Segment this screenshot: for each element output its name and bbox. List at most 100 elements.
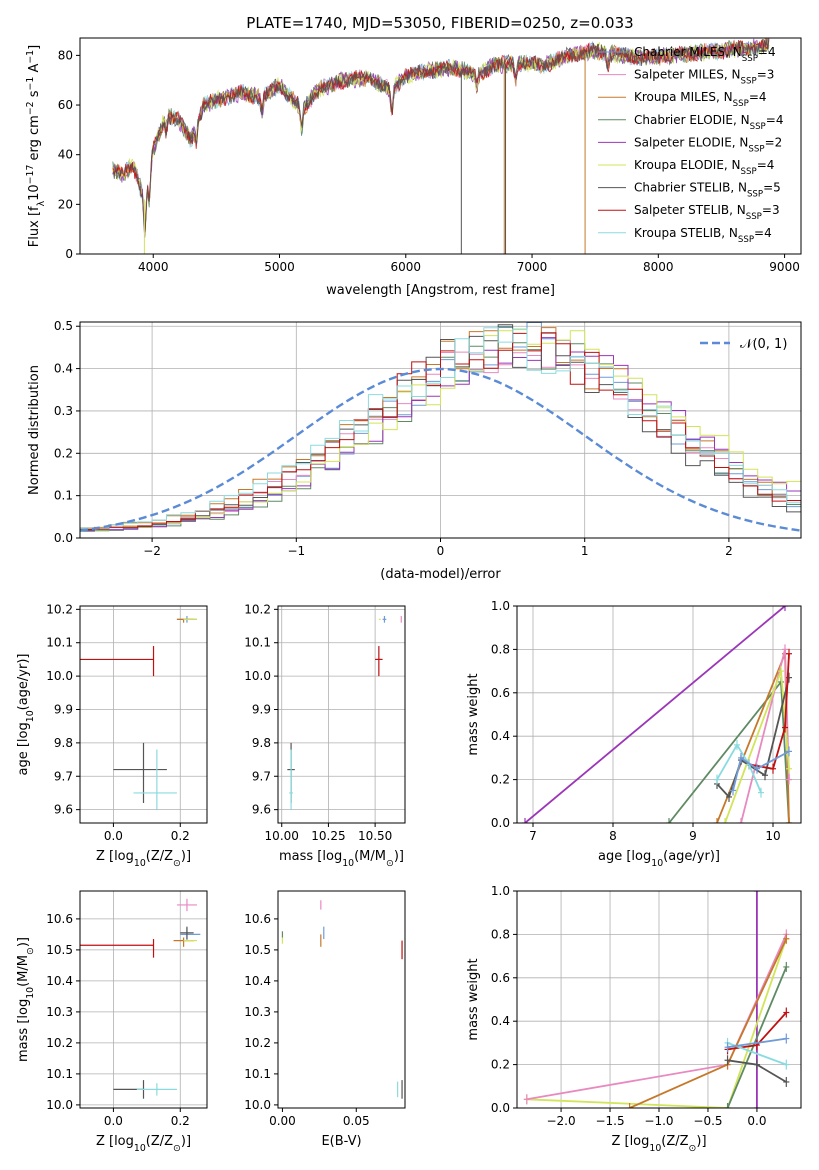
y-tick-label: 0.2 (54, 446, 73, 460)
x-tick-label: 0.0 (104, 829, 123, 843)
legend-entry: Kroupa MILES, NSSP=4 (634, 90, 767, 109)
axes-frame (79, 321, 802, 539)
legend-entry: Salpeter MILES, NSSP=3 (634, 68, 774, 87)
residuals-axes: −2 −1 0 1 2 0.0 0.1 0.2 0.3 0.4 0.5 𝒩(0, 1) (data-mo… (27, 319, 802, 582)
y-tick-label: 9.9 (54, 702, 73, 716)
y-tick-label: 60 (58, 98, 73, 112)
x-tick-label: 0 (437, 544, 445, 558)
y-tick-label: 0.0 (54, 531, 73, 545)
x-axis-label: wavelength [Angstrom, rest frame] (326, 283, 555, 298)
y-axis-label: mass [log10(M/M⊙)] (16, 937, 36, 1062)
x-tick-label: 1 (581, 544, 589, 558)
mass-vs-Z-plot-area (80, 898, 201, 1099)
x-tick-label: −2.0 (546, 1114, 575, 1128)
y-tick-label: 0.4 (54, 362, 73, 376)
y-axis-label: Normed distribution (27, 365, 42, 495)
x-tick-label: 7000 (517, 260, 548, 274)
y-tick-label: 10.6 (244, 912, 271, 926)
y-tick-label: 9.9 (252, 702, 271, 716)
axes-frame (79, 37, 802, 255)
age-vs-Z-axes: 0.0 0.2 9.6 9.7 9.8 9.9 10.0 10.1 10.2 Z [log10(Z… (16, 602, 208, 869)
x-tick-label: 5000 (264, 260, 295, 274)
y-tick-label: 10.6 (46, 912, 73, 926)
axes-frame (277, 890, 406, 1109)
y-tick-label: 0.8 (491, 927, 510, 941)
y-tick-label: 40 (58, 148, 73, 162)
y-tick-label: 10.2 (244, 602, 271, 616)
y-tick-label: 10.2 (46, 602, 73, 616)
legend-entry: Kroupa ELODIE, NSSP=4 (634, 158, 774, 177)
legend-entry: Kroupa STELIB, NSSP=4 (634, 226, 772, 245)
axes-frame (277, 605, 406, 824)
y-tick-label: 10.1 (46, 1067, 73, 1081)
y-tick-label: 10.1 (244, 1067, 271, 1081)
x-tick-label: 10 (765, 829, 780, 843)
y-tick-label: 0.8 (491, 642, 510, 656)
y-tick-label: 10.2 (46, 1036, 73, 1050)
x-tick-label: 2 (725, 544, 733, 558)
y-tick-label: 10.4 (244, 974, 271, 988)
x-tick-label: 0.05 (343, 1114, 370, 1128)
weight-vs-Z-axes: −2.0 −1.5 −1.0 −0.5 0.0 0.0 0.2 0.4 0.6 0.8 1.0 Z [… (466, 884, 802, 1154)
y-tick-label: 80 (58, 48, 73, 62)
y-tick-label: 0.0 (491, 816, 510, 830)
x-tick-label: 4000 (138, 260, 169, 274)
spectrum-plot-area (112, 38, 770, 254)
x-tick-label: 7 (529, 829, 537, 843)
y-tick-label: 10.5 (244, 943, 271, 957)
mass-vs-ebv-axes: 0.00 0.05 10.0 10.1 10.2 10.3 10.4 10.5 10.6 E(B-… (244, 890, 406, 1149)
figure-title: PLATE=1740, MJD=53050, FIBERID=0250, z=0… (246, 14, 633, 32)
legend-entry: 𝒩(0, 1) (740, 337, 787, 352)
age-vs-Z-plot-area (80, 616, 197, 810)
y-axis-label: mass weight (466, 673, 481, 755)
x-tick-label: −1 (287, 544, 305, 558)
x-axis-label: Z [log10(Z/Z⊙)] (96, 849, 191, 869)
weight-line (732, 750, 790, 791)
y-axis-label: Flux [fλ10−17 erg cm−2 s−1 A−1] (25, 45, 47, 247)
x-tick-label: 0.2 (171, 829, 190, 843)
y-tick-label: 9.6 (252, 803, 271, 817)
x-axis-label: Z [log10(Z/Z⊙)] (96, 1134, 191, 1154)
weight-line (526, 938, 788, 1108)
axes-frame (79, 890, 208, 1109)
x-tick-label: −1.0 (644, 1114, 673, 1128)
y-axis-label: mass weight (466, 958, 481, 1040)
y-tick-label: 0.2 (491, 773, 510, 787)
y-tick-label: 10.2 (244, 1036, 271, 1050)
y-tick-label: 9.8 (54, 736, 73, 750)
x-tick-label: 8000 (643, 260, 674, 274)
legend-entry: Chabrier STELIB, NSSP=5 (634, 181, 781, 200)
y-tick-label: 20 (58, 197, 73, 211)
y-tick-label: 0.2 (491, 1058, 510, 1072)
x-axis-label: age [log10(age/yr)] (598, 849, 720, 869)
legend-entry: Salpeter ELODIE, NSSP=2 (634, 135, 782, 154)
legend-entry: Chabrier ELODIE, NSSP=4 (634, 113, 783, 132)
x-tick-label: 9000 (769, 260, 800, 274)
weight-line (524, 606, 786, 823)
y-tick-label: 10.1 (244, 636, 271, 650)
y-tick-label: 0.1 (54, 489, 73, 503)
mass-vs-ebv-plot-area (281, 900, 403, 1099)
y-tick-label: 0.3 (54, 404, 73, 418)
x-tick-label: 9 (689, 829, 697, 843)
spectrum-line (112, 38, 770, 232)
axes-frame (516, 605, 802, 824)
spectrum-axes: 4000 5000 6000 7000 8000 9000 0 20 40 60 80 wavelen… (25, 37, 802, 298)
y-tick-label: 10.5 (46, 943, 73, 957)
histogram-step (80, 329, 801, 531)
weight-vs-Z-plot-area (523, 891, 790, 1108)
axes-frame (516, 890, 802, 1109)
y-tick-label: 0.4 (491, 1014, 510, 1028)
x-tick-label: −2 (143, 544, 161, 558)
y-tick-label: 10.0 (244, 669, 271, 683)
y-tick-label: 9.8 (252, 736, 271, 750)
y-tick-label: 0.6 (491, 686, 510, 700)
x-axis-label: (data-model)/error (380, 567, 501, 582)
x-tick-label: 8 (609, 829, 617, 843)
x-axis-label: mass [log10(M/M⊙)] (279, 849, 404, 869)
y-tick-label: 10.0 (46, 1098, 73, 1112)
y-tick-label: 10.0 (46, 669, 73, 683)
legend-entry: Chabrier MILES, NSSP=4 (634, 45, 776, 64)
weight-vs-age-axes: 7 8 9 10 0.0 0.2 0.4 0.6 0.8 1.0 age [log10(age/yr… (466, 599, 802, 869)
